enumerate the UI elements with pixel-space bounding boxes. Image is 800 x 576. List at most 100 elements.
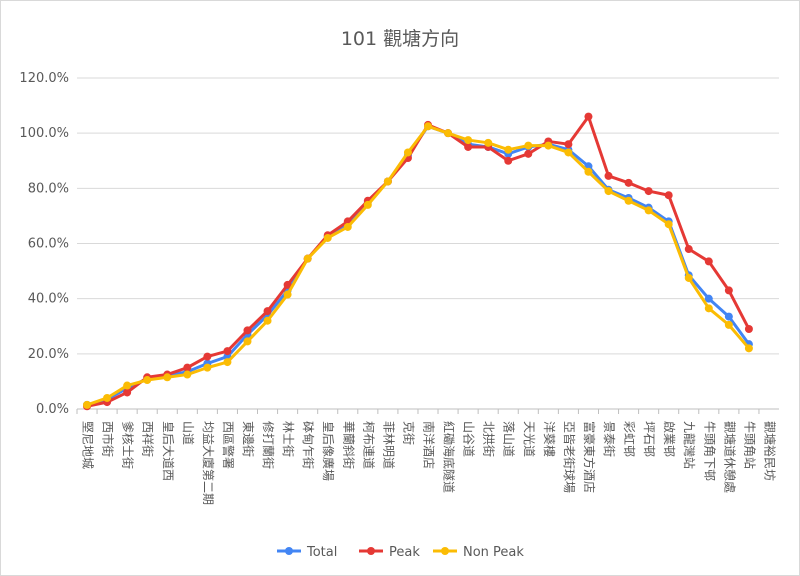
legend-marker <box>285 547 293 555</box>
x-tick-label: 富豪東方酒店 <box>582 421 597 493</box>
data-point <box>363 200 372 209</box>
data-point <box>123 381 132 390</box>
data-point <box>263 307 272 316</box>
data-point <box>644 187 653 196</box>
y-tick-label: 0.0% <box>36 402 69 417</box>
x-tick-label: 西市街 <box>101 421 116 457</box>
x-tick-label: 堅尼地城 <box>81 421 95 469</box>
data-point <box>584 112 593 121</box>
y-axis-ticks: 0.0% 20.0% 40.0% 60.0% 80.0% 100.0% 120.0% <box>19 71 69 417</box>
data-point <box>744 344 753 353</box>
x-tick-label: 西祥街 <box>141 421 155 457</box>
data-point <box>263 316 272 325</box>
data-point <box>203 352 212 361</box>
x-tick-label: 菲林明道 <box>381 421 395 469</box>
x-tick-label: 東邊街 <box>241 421 255 457</box>
x-tick-label: 華蘭斜街 <box>341 421 355 469</box>
chart-title: 101 觀塘方向 <box>341 28 459 50</box>
y-tick-label: 80.0% <box>28 181 69 196</box>
data-point <box>504 145 513 154</box>
x-tick-label: 坪石邨 <box>642 421 656 457</box>
x-tick-label: 北拱街 <box>482 421 496 457</box>
data-point <box>584 167 593 176</box>
x-tick-label: 啟業邨 <box>662 421 677 457</box>
data-point <box>83 400 92 409</box>
series-line <box>86 124 751 407</box>
data-point <box>684 273 693 282</box>
x-tick-label: 天光道 <box>522 421 536 457</box>
y-tick-label: 100.0% <box>19 126 69 141</box>
data-point <box>524 149 533 158</box>
x-tick-label: 落山道 <box>502 421 516 457</box>
legend-label: Total <box>306 545 337 560</box>
y-tick-label: 60.0% <box>28 237 69 252</box>
data-point <box>664 191 673 200</box>
data-point <box>183 363 192 372</box>
series-lines <box>83 112 753 411</box>
x-tick-label: 砵甸乍街 <box>301 421 316 469</box>
legend-marker <box>367 547 375 555</box>
x-tick-label: 九龍灣站 <box>682 421 697 469</box>
series-line <box>86 124 751 407</box>
data-point <box>624 196 633 205</box>
data-point <box>564 148 573 157</box>
data-point <box>524 141 533 150</box>
data-point <box>163 373 172 382</box>
data-point <box>724 286 733 295</box>
legend: Total Peak Non Peak <box>277 545 524 560</box>
legend-item: Total <box>277 545 337 560</box>
data-point <box>303 254 312 263</box>
x-tick-label: 觀塘道休憩處 <box>722 421 737 493</box>
data-point <box>323 233 332 242</box>
data-point <box>464 142 473 151</box>
x-tick-label: 牛頭角下邨 <box>702 421 717 481</box>
data-point <box>123 388 132 397</box>
series-line <box>86 115 751 408</box>
data-point <box>704 304 713 313</box>
y-tick-label: 40.0% <box>28 292 69 307</box>
data-point <box>444 129 453 138</box>
legend-marker <box>441 547 449 555</box>
data-point <box>403 148 412 157</box>
gridlines <box>77 77 779 410</box>
x-tick-label: 景泰街 <box>602 421 616 457</box>
data-point <box>744 325 753 334</box>
data-point <box>604 187 613 196</box>
data-point <box>424 122 432 131</box>
data-point <box>624 178 633 187</box>
data-point <box>704 257 713 266</box>
x-tick-label: 彩虹邨 <box>622 421 636 457</box>
data-point <box>684 245 693 254</box>
data-point <box>143 376 152 385</box>
data-point <box>504 156 513 165</box>
data-point <box>544 141 553 150</box>
x-tick-label: 紅磡海底隧道 <box>442 421 457 493</box>
y-tick-label: 20.0% <box>28 347 69 362</box>
x-tick-label: 皇后像廣場 <box>321 421 335 481</box>
data-point <box>283 290 292 299</box>
x-tick-label: 觀塘裕民坊 <box>762 421 777 481</box>
series-non-peak <box>83 122 753 409</box>
series-total <box>83 122 753 409</box>
x-tick-label: 柯布連道 <box>361 421 375 469</box>
x-tick-label: 克街 <box>401 421 415 445</box>
data-point <box>383 177 392 186</box>
x-tick-label: 修打蘭街 <box>261 421 276 469</box>
data-point <box>283 280 292 289</box>
data-point <box>103 393 112 402</box>
legend-label: Peak <box>389 545 420 560</box>
data-point <box>343 222 352 231</box>
x-tick-label: 山道 <box>181 421 195 445</box>
data-point <box>223 347 232 356</box>
data-point <box>664 220 673 229</box>
x-tick-label: 西區警署 <box>221 421 236 469</box>
data-point <box>203 363 212 372</box>
x-tick-label: 牛頭角站 <box>742 421 757 469</box>
x-tick-label: 爹核士街 <box>121 421 135 469</box>
data-point <box>724 320 733 329</box>
y-tick-label: 120.0% <box>19 71 69 86</box>
data-point <box>604 171 613 180</box>
data-point <box>484 138 493 147</box>
